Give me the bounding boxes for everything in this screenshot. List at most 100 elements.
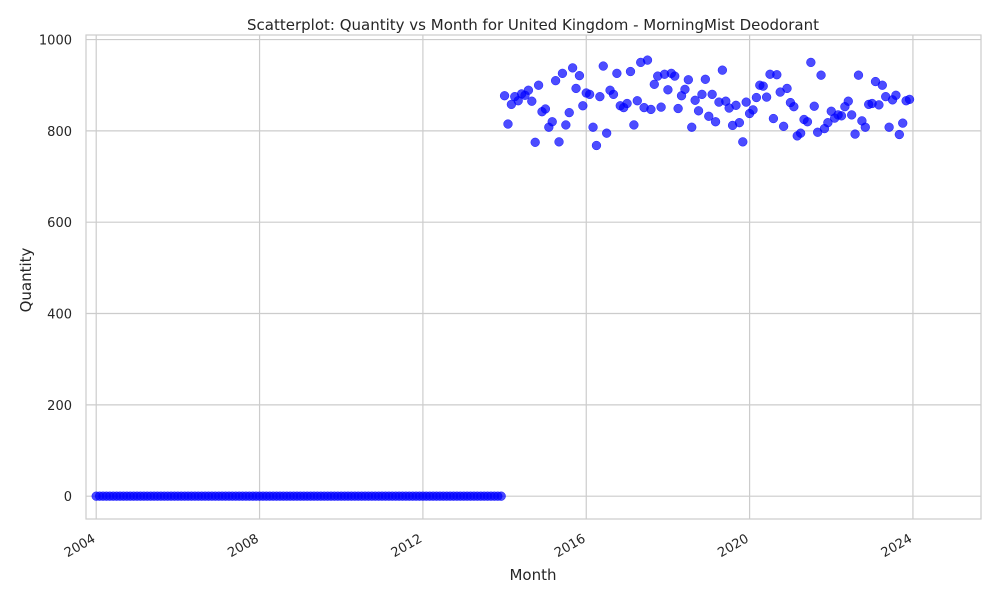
data-point [891,90,901,100]
data-point [612,68,622,78]
data-point [503,119,513,129]
data-point [772,70,782,80]
data-point [843,96,853,106]
x-tick-label: 2020 [715,531,751,561]
data-point [809,101,819,111]
data-point [710,117,721,127]
data-point [874,100,884,110]
data-point [683,75,693,85]
data-point [738,137,748,147]
data-point [877,80,887,90]
x-tick-label: 2004 [62,531,98,561]
data-point [693,106,704,116]
data-point [629,120,639,130]
data-point [860,122,870,132]
data-point [802,117,813,127]
data-point [595,91,605,102]
data-point [567,63,578,73]
data-point [588,122,598,132]
chart-title: Scatterplot: Quantity vs Month for Unite… [247,16,819,34]
y-tick-labels: 0 200 400 600 800 1000 [39,34,72,506]
data-point [748,105,758,115]
data-point [646,104,656,115]
x-axis-label: Month [509,566,556,584]
data-point [690,95,700,105]
data-point [836,111,847,121]
y-tick-label: 200 [47,399,72,414]
data-point [547,117,557,127]
y-tick-label: 800 [47,125,72,140]
data-point [561,120,571,130]
data-point [578,101,588,111]
data-point [649,79,659,89]
data-point [768,113,779,124]
data-point [656,102,666,112]
data-point [540,104,551,114]
data-point [571,83,581,94]
data-point [741,97,751,107]
data-point [697,89,707,100]
x-tick-label: 2024 [879,531,915,561]
data-point [816,70,826,80]
grid [86,35,981,519]
data-point [591,140,602,151]
data-point [673,103,683,114]
x-tick-label: 2008 [225,531,261,561]
data-point [622,98,632,109]
data-point [898,118,908,128]
data-point [670,71,680,81]
data-point [734,118,745,128]
data-point [847,110,857,120]
y-tick-label: 0 [64,490,72,505]
data-point [778,121,789,131]
data-point [625,66,636,77]
data-point [598,61,608,71]
data-point [704,111,714,121]
data-point [554,137,564,147]
data-point [751,92,762,103]
data-point [564,107,574,118]
data-point [687,122,697,132]
data-point [782,83,792,94]
data-point [557,68,568,78]
data-point [700,74,710,84]
plot-frame [85,34,982,520]
data-point [523,85,534,95]
data-point [574,70,585,81]
data-point [884,122,894,132]
x-tick-label: 2016 [552,531,588,561]
data-point [707,89,717,100]
data-point [894,129,904,140]
data-point [663,85,673,95]
y-tick-label: 400 [47,308,72,323]
x-tick-labels: 2004 2008 2012 2016 2020 2024 [62,531,915,561]
data-points [91,55,915,501]
data-point [789,102,799,112]
data-point [533,80,544,90]
data-point [530,137,540,147]
data-point [680,84,690,94]
x-tick-label: 2012 [389,531,425,561]
data-point [823,118,833,128]
data-point [904,94,915,105]
data-point [806,57,816,68]
data-point [795,128,806,138]
data-point [585,89,595,100]
y-tick-label: 1000 [39,34,72,49]
data-point [761,92,772,102]
data-point [499,91,510,101]
data-point [632,96,642,106]
data-point [758,81,768,91]
data-point [608,89,619,100]
data-point [602,128,612,138]
data-point [717,65,728,75]
data-point [853,70,864,80]
data-point [496,491,506,501]
data-point [527,96,537,106]
data-point [642,55,653,65]
y-tick-label: 600 [47,216,72,231]
data-point [550,76,561,86]
y-axis-label: Quantity [17,247,35,312]
data-point [850,129,860,139]
